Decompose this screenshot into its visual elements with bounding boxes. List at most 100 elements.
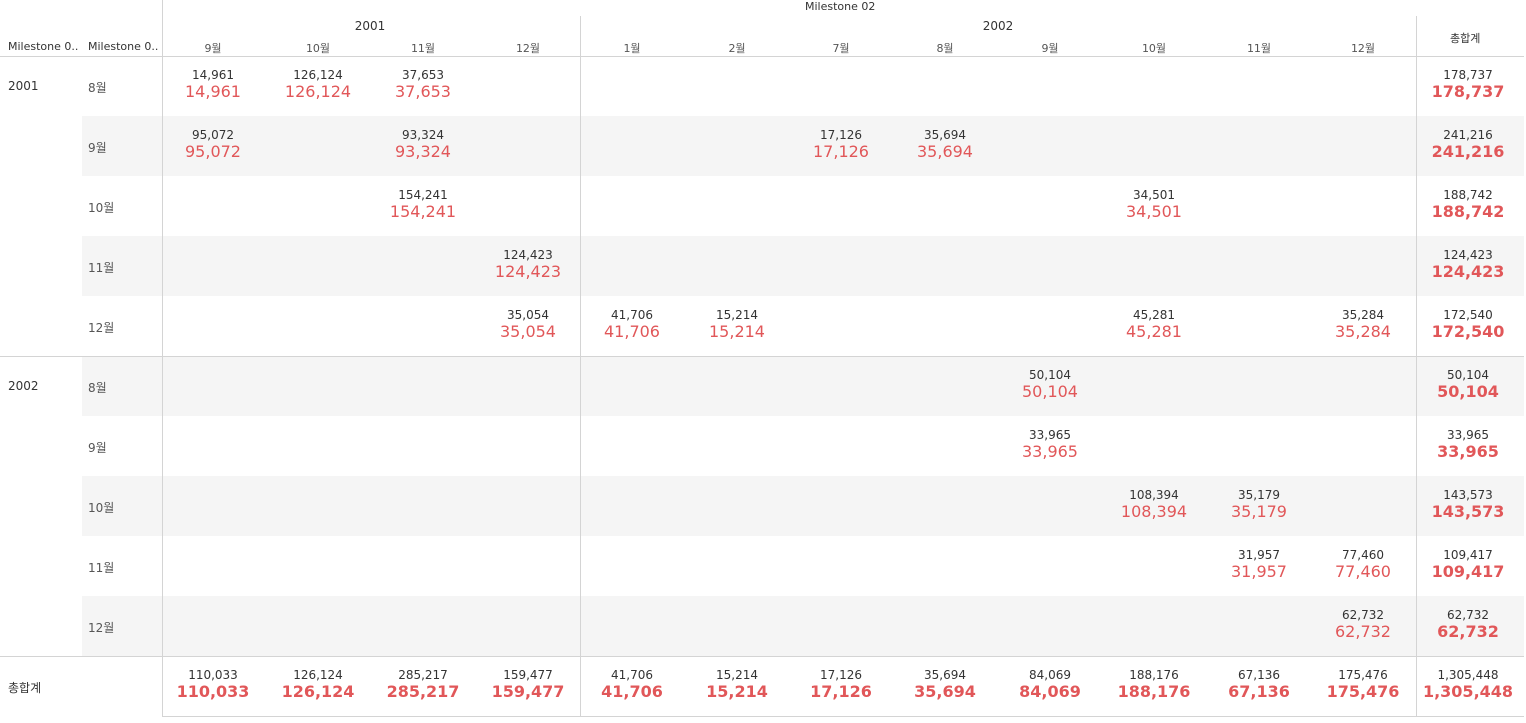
cell-value: 35,694: [924, 128, 966, 142]
cell-value-highlight: 126,124: [284, 82, 352, 101]
row-total-highlight: 241,216: [1431, 142, 1505, 161]
row-total-cell: 172,540 172,540: [1418, 308, 1518, 342]
table-cell: 17,126 17,126: [791, 128, 891, 162]
column-header-month: 11월: [1246, 42, 1272, 55]
grid-hline: [0, 56, 1524, 57]
cell-value-highlight: 154,241: [389, 202, 457, 221]
column-header-month: 9월: [1041, 42, 1059, 55]
grid-vline: [1416, 16, 1417, 716]
grand-total-highlight: 35,694: [914, 682, 976, 701]
cell-value: 37,653: [402, 68, 444, 82]
table-cell: 15,214 15,214: [687, 308, 787, 342]
cell-value: 15,214: [716, 308, 758, 322]
grand-total-highlight: 159,477: [491, 682, 565, 701]
table-cell: 41,706 41,706: [582, 308, 682, 342]
row-header-2: Milestone 0..: [88, 40, 159, 53]
top-title: Milestone 02: [805, 0, 876, 13]
cell-value: 50,104: [1029, 368, 1071, 382]
cell-value: 35,284: [1342, 308, 1384, 322]
table-cell: 35,694 35,694: [895, 128, 995, 162]
row-label-month: 8월: [88, 81, 107, 95]
cell-value-highlight: 93,324: [395, 142, 451, 161]
grand-total-overall: 1,305,448 1,305,448: [1418, 668, 1518, 702]
row-total-value: 172,540: [1443, 308, 1493, 322]
grand-total-overall-value: 1,305,448: [1437, 668, 1499, 682]
grid-hline: [0, 656, 1524, 657]
grand-total-cell: 110,033 110,033: [163, 668, 263, 702]
cell-value: 108,394: [1129, 488, 1179, 502]
row-label-month: 9월: [88, 141, 107, 155]
row-label-month: 10월: [88, 501, 115, 515]
grid-vline: [162, 0, 163, 716]
cell-value-highlight: 33,965: [1022, 442, 1078, 461]
grand-total-value: 35,694: [924, 668, 966, 682]
cell-value: 62,732: [1342, 608, 1384, 622]
grand-total-value: 41,706: [611, 668, 653, 682]
row-total-cell: 178,737 178,737: [1418, 68, 1518, 102]
grand-total-value: 15,214: [716, 668, 758, 682]
table-cell: 95,072 95,072: [163, 128, 263, 162]
row-total-cell: 62,732 62,732: [1418, 608, 1518, 642]
cell-value-highlight: 35,694: [917, 142, 973, 161]
cell-value: 77,460: [1342, 548, 1384, 562]
cell-value-highlight: 35,284: [1335, 322, 1391, 341]
row-label-month: 12월: [88, 621, 115, 635]
row-total-highlight: 178,737: [1431, 82, 1505, 101]
row-total-highlight: 62,732: [1437, 622, 1499, 641]
grand-total-value: 285,217: [398, 668, 448, 682]
cell-value-highlight: 62,732: [1335, 622, 1391, 641]
cell-value-highlight: 45,281: [1126, 322, 1182, 341]
row-total-highlight: 109,417: [1431, 562, 1505, 581]
cell-value-highlight: 17,126: [813, 142, 869, 161]
row-band: [82, 236, 1524, 296]
grand-total-cell: 67,136 67,136: [1209, 668, 1309, 702]
column-header-month: 2월: [728, 42, 746, 55]
grand-total-value: 188,176: [1129, 668, 1179, 682]
row-total-cell: 33,965 33,965: [1418, 428, 1518, 462]
table-cell: 154,241 154,241: [373, 188, 473, 222]
row-group-year: 2002: [8, 379, 39, 393]
cell-value-highlight: 41,706: [604, 322, 660, 341]
row-total-value: 241,216: [1443, 128, 1493, 142]
cell-value-highlight: 35,054: [500, 322, 556, 341]
column-group-year: 2002: [982, 19, 1014, 33]
grand-total-cell: 285,217 285,217: [373, 668, 473, 702]
grand-total-highlight: 15,214: [706, 682, 768, 701]
grand-total-highlight: 110,033: [176, 682, 250, 701]
row-label-month: 10월: [88, 201, 115, 215]
cell-value-highlight: 15,214: [709, 322, 765, 341]
table-cell: 45,281 45,281: [1104, 308, 1204, 342]
row-total-cell: 124,423 124,423: [1418, 248, 1518, 282]
table-cell: 62,732 62,732: [1313, 608, 1413, 642]
grand-total-highlight: 84,069: [1019, 682, 1081, 701]
grand-total-cell: 84,069 84,069: [1000, 668, 1100, 702]
grid-hline: [0, 356, 1524, 357]
cell-value: 35,054: [507, 308, 549, 322]
cell-value: 45,281: [1133, 308, 1175, 322]
column-header-month: 7월: [832, 42, 850, 55]
grid-vline: [580, 16, 581, 716]
row-total-cell: 50,104 50,104: [1418, 368, 1518, 402]
cell-value: 41,706: [611, 308, 653, 322]
cell-value: 93,324: [402, 128, 444, 142]
row-total-highlight: 124,423: [1431, 262, 1505, 281]
cell-value: 31,957: [1238, 548, 1280, 562]
grand-total-overall-highlight: 1,305,448: [1422, 682, 1514, 701]
cell-value: 124,423: [503, 248, 553, 262]
table-cell: 34,501 34,501: [1104, 188, 1204, 222]
column-header-month: 8월: [936, 42, 954, 55]
cell-value: 17,126: [820, 128, 862, 142]
grand-total-cell: 15,214 15,214: [687, 668, 787, 702]
column-group-year: 2001: [354, 19, 386, 33]
grand-total-cell: 159,477 159,477: [478, 668, 578, 702]
grand-total-value: 67,136: [1238, 668, 1280, 682]
row-total-highlight: 188,742: [1431, 202, 1505, 221]
row-total-value: 109,417: [1443, 548, 1493, 562]
row-total-highlight: 33,965: [1437, 442, 1499, 461]
table-cell: 14,961 14,961: [163, 68, 263, 102]
row-total-cell: 109,417 109,417: [1418, 548, 1518, 582]
row-total-highlight: 50,104: [1437, 382, 1499, 401]
row-total-highlight: 143,573: [1431, 502, 1505, 521]
table-cell: 77,460 77,460: [1313, 548, 1413, 582]
table-cell: 37,653 37,653: [373, 68, 473, 102]
